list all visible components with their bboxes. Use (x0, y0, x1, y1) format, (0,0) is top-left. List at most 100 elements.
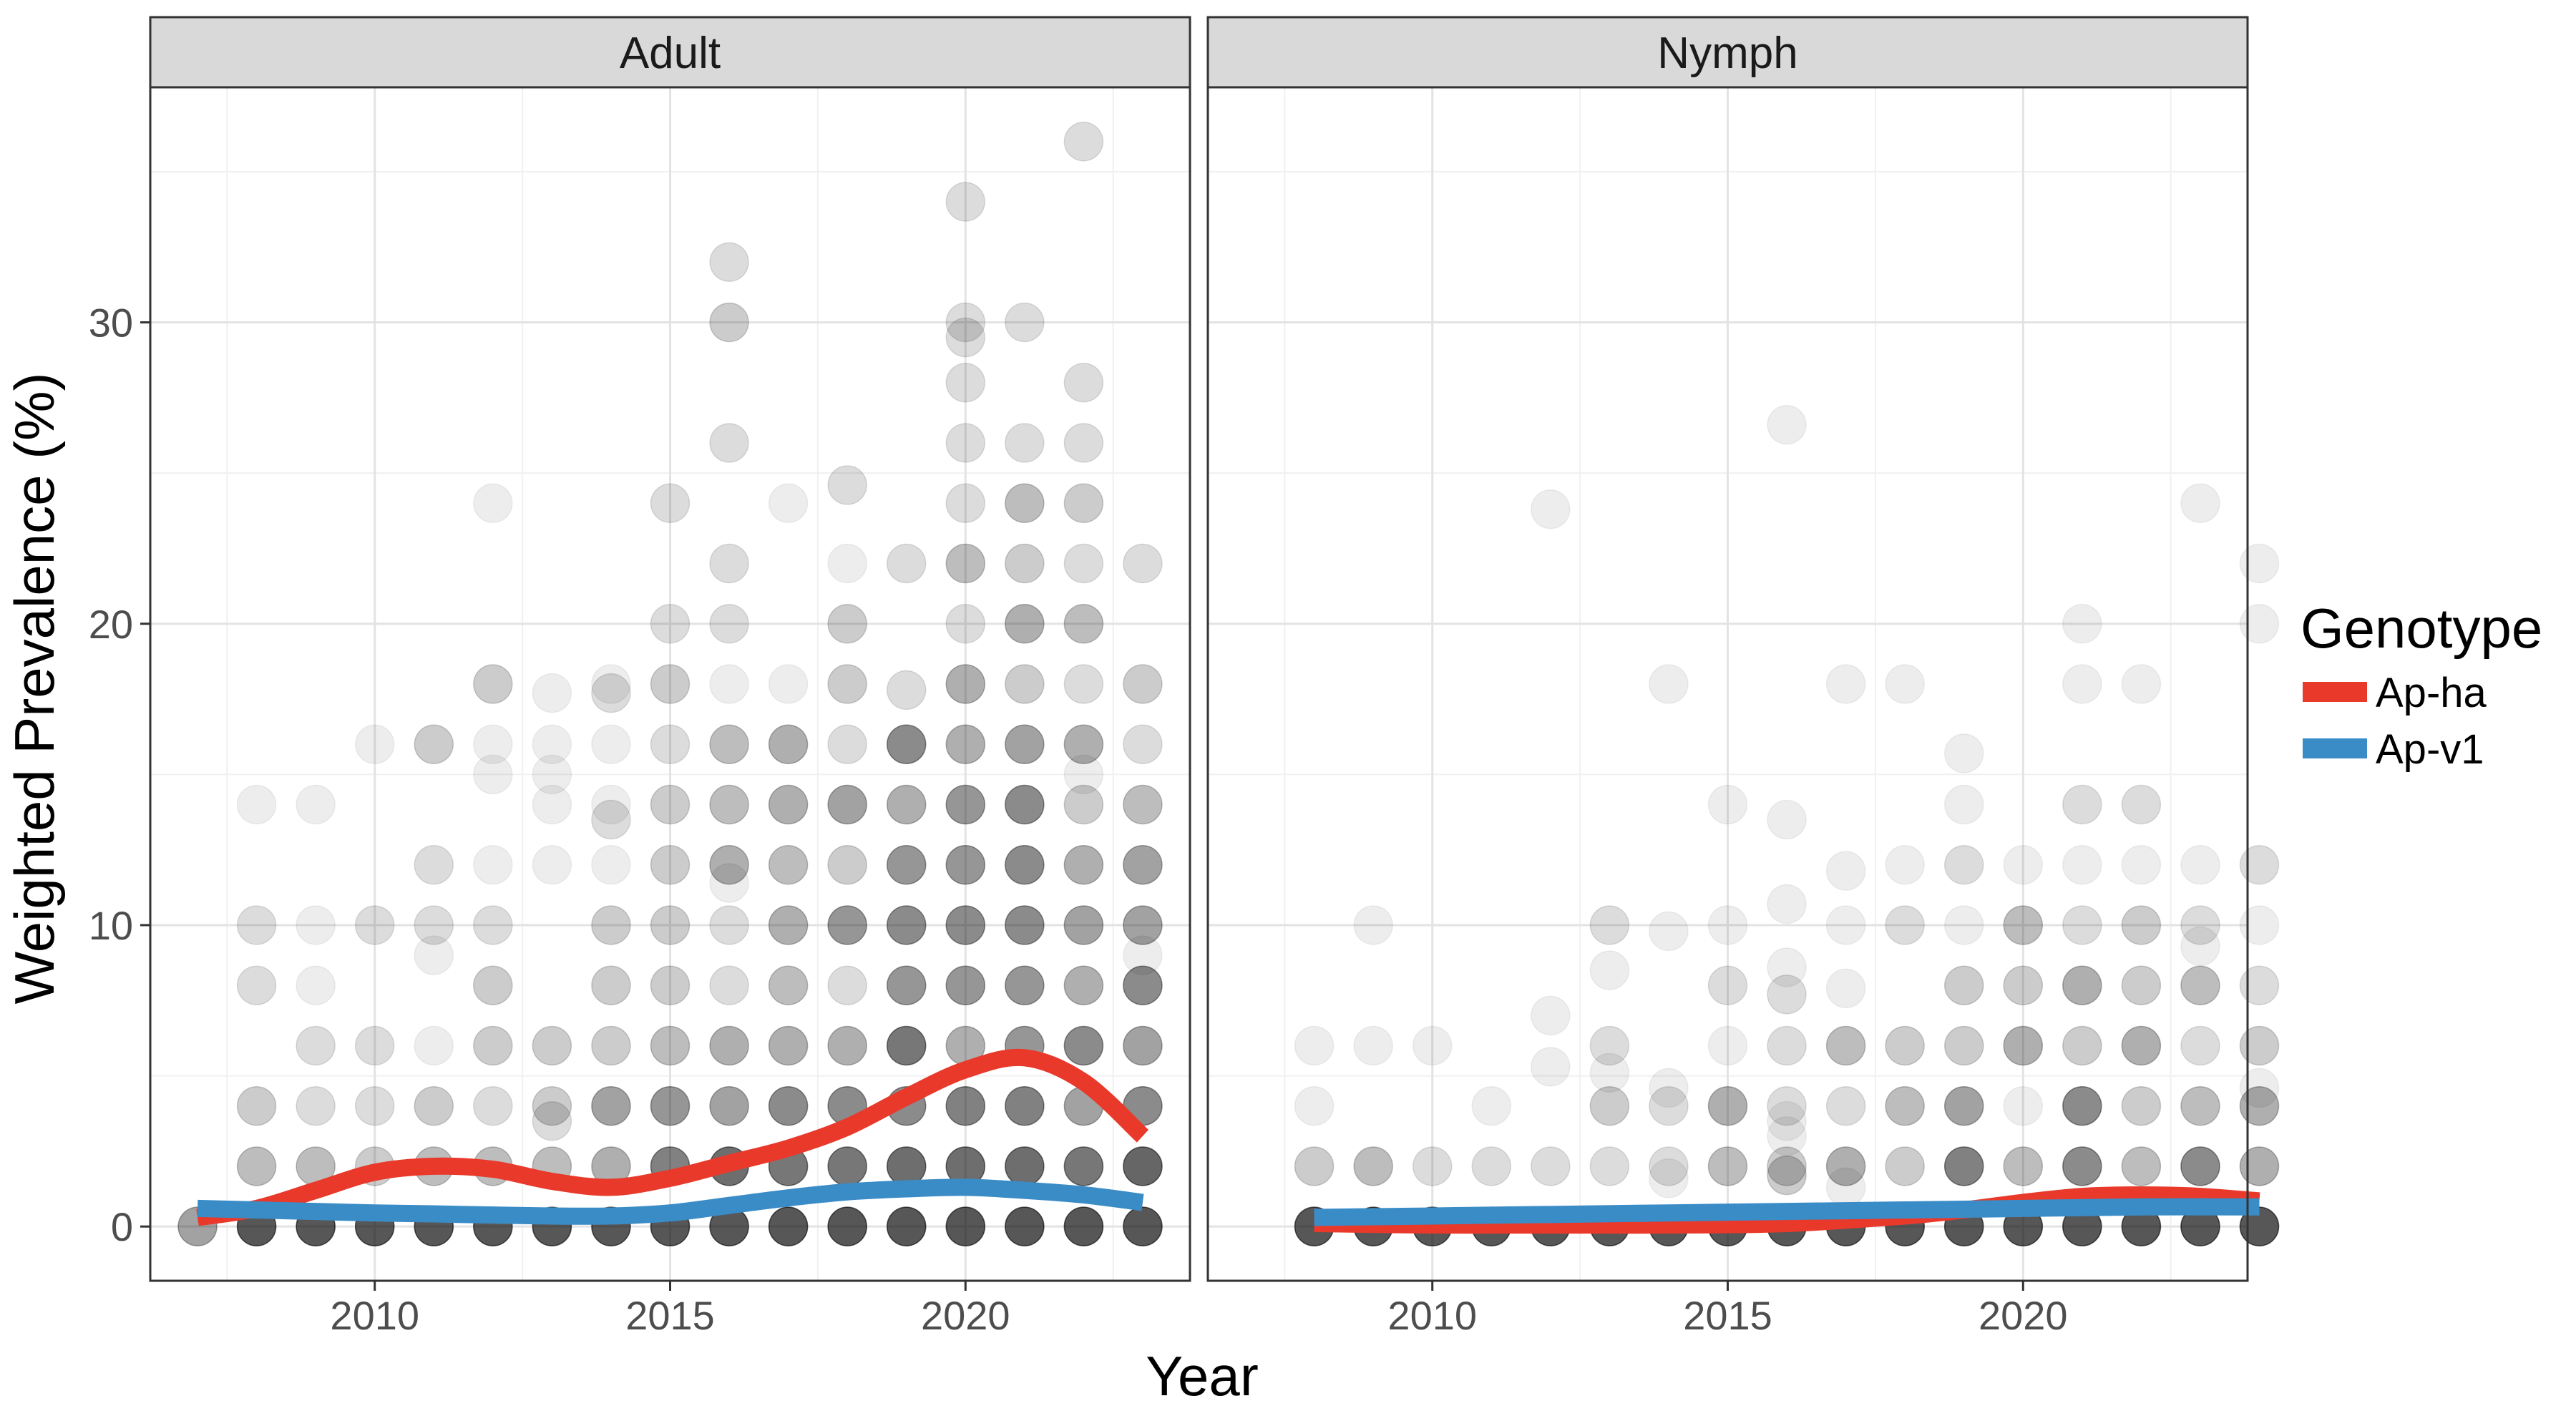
data-point (945, 483, 986, 524)
data-point (650, 604, 691, 644)
x-tick-label: 2010 (330, 1293, 419, 1338)
data-point (1005, 1206, 1045, 1246)
data-point (532, 1085, 572, 1126)
data-point (2121, 1146, 2162, 1186)
data-point (945, 724, 986, 764)
data-point (827, 1206, 867, 1246)
data-point (1063, 1146, 1104, 1186)
data-point (709, 604, 749, 644)
data-point (236, 965, 277, 1005)
data-point (886, 1206, 927, 1246)
data-point (650, 1025, 691, 1066)
data-point (2239, 1206, 2280, 1246)
data-point (2121, 1025, 2162, 1066)
data-point (2239, 1206, 2280, 1246)
data-point (886, 844, 927, 885)
data-point (1063, 784, 1104, 825)
data-point (827, 1025, 867, 1066)
data-point (1063, 1025, 1104, 1066)
data-point (1825, 1146, 1866, 1186)
data-point (1412, 1146, 1453, 1186)
data-point (1123, 724, 1163, 764)
data-point (945, 1085, 986, 1126)
data-point (886, 844, 927, 885)
data-point (1943, 905, 1984, 945)
legend-label-ap-ha: Ap-ha (2376, 670, 2487, 716)
data-point (650, 1085, 691, 1126)
data-point (1123, 1206, 1163, 1246)
data-point (1123, 1146, 1163, 1186)
data-point (532, 1101, 572, 1141)
data-point (2121, 784, 2162, 825)
data-point (1123, 1025, 1163, 1066)
data-point (827, 543, 867, 584)
data-point (1005, 844, 1045, 885)
data-point (945, 905, 986, 945)
data-point (1589, 1025, 1630, 1066)
data-point (1063, 1146, 1104, 1186)
data-point (1005, 844, 1045, 885)
data-point (1123, 1025, 1163, 1066)
data-point (473, 1025, 513, 1066)
data-point (768, 1085, 809, 1126)
data-point (945, 1206, 986, 1246)
y-tick-label: 30 (89, 301, 133, 346)
data-point (1123, 965, 1163, 1005)
data-point (591, 965, 631, 1005)
data-point (768, 965, 809, 1005)
data-point (1063, 1146, 1104, 1186)
data-point (473, 965, 513, 1005)
data-point (768, 844, 809, 885)
data-point (650, 724, 691, 764)
data-point (650, 1025, 691, 1066)
data-point (2239, 1146, 2280, 1186)
data-point (1005, 543, 1045, 584)
data-point (1825, 1025, 1866, 1066)
data-point (1707, 1146, 1748, 1186)
data-point (709, 543, 749, 584)
data-point (1123, 965, 1163, 1005)
data-point (1063, 965, 1104, 1005)
data-point (1707, 905, 1748, 945)
data-point (1063, 905, 1104, 945)
data-point (945, 784, 986, 825)
data-point (1123, 1146, 1163, 1186)
data-point (650, 905, 691, 945)
data-point (1063, 905, 1104, 945)
data-point (1589, 905, 1630, 945)
data-point (1063, 965, 1104, 1005)
data-point (1825, 1085, 1866, 1126)
x-tick-label: 2015 (1683, 1293, 1772, 1338)
data-point (886, 1206, 927, 1246)
data-point (236, 1085, 277, 1126)
data-point (768, 1206, 809, 1246)
data-point (1294, 1025, 1335, 1066)
data-point (709, 242, 749, 283)
data-point (768, 1206, 809, 1246)
data-point (1005, 302, 1045, 343)
data-point (945, 1206, 986, 1246)
data-point (1123, 844, 1163, 885)
data-point (2180, 1085, 2220, 1126)
data-point (945, 317, 986, 358)
data-point (1005, 724, 1045, 764)
data-point (1767, 1025, 1807, 1066)
data-point (2180, 1146, 2220, 1186)
data-point (709, 664, 749, 704)
data-point (591, 1085, 631, 1126)
data-point (827, 784, 867, 825)
y-tick-label: 20 (89, 602, 133, 647)
data-point (1005, 905, 1045, 945)
data-point (1063, 1206, 1104, 1246)
data-point (414, 724, 454, 764)
data-point (2003, 905, 2044, 945)
data-point (945, 724, 986, 764)
data-point (768, 1025, 809, 1066)
data-point (1885, 1085, 1925, 1126)
data-point (591, 673, 631, 713)
data-point (1063, 483, 1104, 524)
data-point (2121, 1085, 2162, 1126)
data-point (886, 1206, 927, 1246)
data-point (945, 1206, 986, 1246)
data-point (2121, 664, 2162, 704)
